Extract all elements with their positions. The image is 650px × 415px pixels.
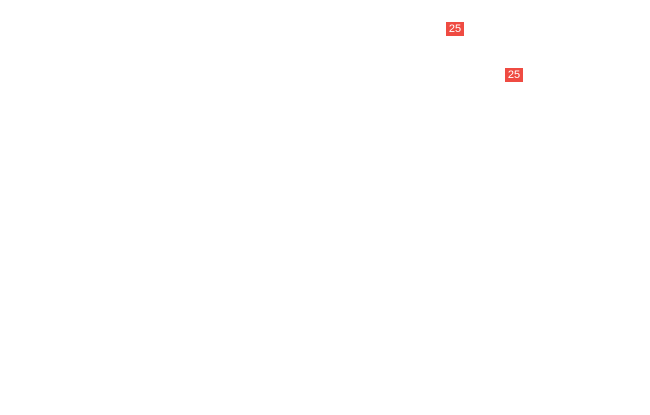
count-badge[interactable]: 25 <box>505 68 523 82</box>
count-badge[interactable]: 25 <box>446 22 464 36</box>
